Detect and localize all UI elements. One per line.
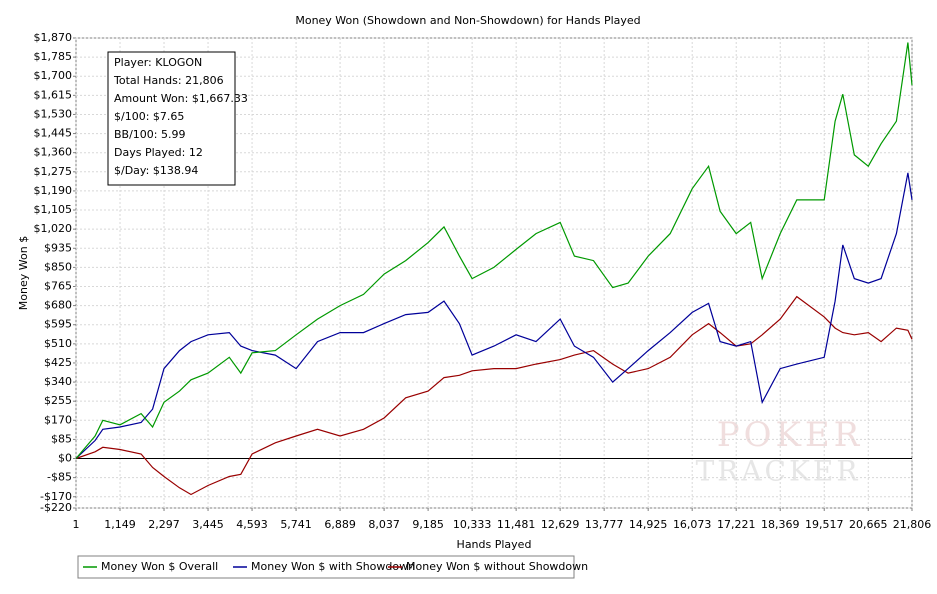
x-tick-label: 6,889 [324,518,356,531]
y-tick-label: $1,445 [34,127,73,140]
x-axis-label: Hands Played [457,538,532,551]
y-tick-label: $1,700 [34,69,73,82]
y-tick-label: $255 [44,394,72,407]
series-line [75,42,913,459]
y-tick-label: $510 [44,337,72,350]
x-tick-label: 17,221 [717,518,756,531]
y-tick-label: $1,785 [34,50,73,63]
stats-line: $/Day: $138.94 [114,164,198,177]
x-tick-label: 2,297 [148,518,180,531]
x-tick-label: 9,185 [412,518,444,531]
x-tick-label: 20,665 [849,518,888,531]
x-tick-label: 14,925 [629,518,668,531]
y-tick-label: $1,870 [34,31,73,44]
legend-label: Money Won $ with Showdown [251,560,415,573]
x-tick-label: 13,777 [585,518,624,531]
legend-label: Money Won $ Overall [101,560,218,573]
y-tick-label: $1,105 [34,203,73,216]
x-tick-label: 4,593 [236,518,268,531]
x-tick-label: 10,333 [453,518,492,531]
y-tick-label: $850 [44,260,72,273]
y-tick-label: $935 [44,241,72,254]
y-tick-label: $595 [44,318,72,331]
y-tick-label: $0 [58,452,72,465]
x-tick-label: 5,741 [280,518,312,531]
y-tick-label: -$220 [40,501,72,514]
y-tick-label: $1,275 [34,165,73,178]
y-tick-label: $170 [44,413,72,426]
y-tick-label: $1,190 [34,184,73,197]
x-tick-label: 1,149 [104,518,136,531]
y-tick-label: -$170 [40,490,72,503]
y-tick-label: $680 [44,299,72,312]
stats-line: BB/100: 5.99 [114,128,186,141]
y-axis-label: Money Won $ [17,236,30,310]
y-tick-label: $1,020 [34,222,73,235]
stats-line: $/100: $7.65 [114,110,184,123]
x-tick-label: 11,481 [497,518,536,531]
x-tick-label: 16,073 [673,518,712,531]
watermark: POKER [717,415,864,455]
x-tick-label: 1 [73,518,80,531]
x-tick-label: 3,445 [192,518,224,531]
legend-box [77,555,575,579]
y-tick-label: -$85 [47,471,72,484]
stats-line: Player: KLOGON [114,56,202,69]
series-line [75,172,913,459]
x-tick-label: 12,629 [541,518,580,531]
x-tick-label: 18,369 [761,518,800,531]
y-tick-label: $1,530 [34,107,73,120]
x-tick-label: 8,037 [368,518,400,531]
series-line [75,295,913,496]
y-tick-label: $1,360 [34,146,73,159]
stats-box [107,51,236,186]
y-tick-label: $425 [44,356,72,369]
x-tick-label: 19,517 [805,518,844,531]
chart-title: Money Won (Showdown and Non-Showdown) fo… [295,14,640,27]
x-tick-label: 21,806 [893,518,932,531]
legend-label: Money Won $ without Showdown [406,560,588,573]
stats-line: Amount Won: $1,667.33 [114,92,248,105]
y-tick-label: $340 [44,375,72,388]
y-tick-label: $85 [51,432,72,445]
watermark: TRACKER [696,455,861,488]
stats-line: Total Hands: 21,806 [113,74,224,87]
stats-line: Days Played: 12 [114,146,203,159]
y-tick-label: $1,615 [34,88,73,101]
y-tick-label: $765 [44,279,72,292]
